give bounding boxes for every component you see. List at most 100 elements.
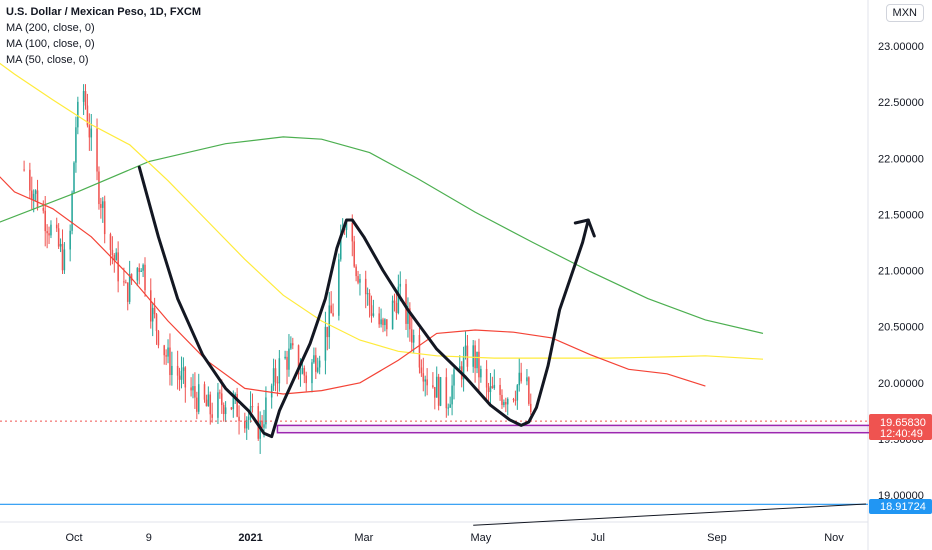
- candle-body: [230, 407, 233, 410]
- candle-body: [288, 348, 290, 370]
- candle-body: [50, 224, 52, 236]
- candle-body: [506, 399, 509, 405]
- candle-body: [292, 343, 294, 346]
- candle-body: [205, 399, 208, 407]
- time-scale[interactable]: Oct 9 2021 Mar May Jul Sep Nov: [65, 532, 844, 544]
- candle-body: [217, 392, 219, 418]
- candle-body: [123, 281, 125, 283]
- trend-line-drawing[interactable]: [473, 503, 867, 526]
- candle-body: [370, 305, 373, 316]
- support-box-drawing[interactable]: [276, 424, 895, 434]
- candle-body: [46, 231, 48, 234]
- candle-body: [462, 355, 465, 380]
- candle-body: [98, 171, 100, 205]
- candle-body: [192, 386, 194, 391]
- price-tick-label: 20.00000: [878, 378, 924, 390]
- candle-body: [75, 127, 77, 163]
- candle-body: [290, 343, 292, 349]
- candle-body: [265, 397, 267, 425]
- time-tick-label: Sep: [707, 532, 727, 544]
- candle-body: [445, 377, 448, 409]
- candle-body: [332, 313, 334, 316]
- candle-body: [270, 385, 273, 398]
- candle-body: [472, 345, 474, 367]
- candle-body: [299, 373, 302, 375]
- indicator-ma200[interactable]: MA (200, close, 0): [6, 22, 95, 34]
- candle-body: [32, 193, 35, 200]
- candle-body: [395, 302, 398, 314]
- candle-body: [197, 384, 200, 412]
- candle-body: [103, 201, 106, 235]
- candle-body: [153, 307, 156, 315]
- arrowhead-drawing[interactable]: [573, 218, 596, 238]
- candle-body: [501, 394, 503, 406]
- indicator-ma50[interactable]: MA (50, close, 0): [6, 54, 89, 66]
- candle-body: [412, 335, 415, 343]
- price-tick-label: 21.50000: [878, 209, 924, 221]
- candle-body: [458, 366, 461, 370]
- candle-body: [71, 192, 73, 231]
- candle-body: [182, 367, 185, 371]
- candle-body: [155, 314, 158, 332]
- candle-body: [34, 190, 37, 194]
- candle-body: [420, 367, 423, 374]
- candle-body: [449, 404, 451, 408]
- candle-body: [364, 278, 367, 295]
- candle-body: [434, 387, 436, 398]
- candle-body: [167, 347, 169, 357]
- candle-body: [453, 369, 455, 386]
- candle-body: [224, 407, 227, 415]
- candle-body: [109, 234, 112, 250]
- candle-body: [386, 319, 388, 330]
- candle-body: [136, 268, 139, 281]
- candle-body: [399, 283, 402, 287]
- candle-body: [251, 406, 254, 408]
- candle-body: [151, 307, 154, 322]
- candle-body: [29, 169, 31, 191]
- candle-body: [380, 319, 382, 325]
- candle-body: [36, 190, 39, 209]
- ma50-line: [0, 176, 706, 395]
- candle-body: [247, 416, 250, 420]
- candle-body: [499, 384, 501, 395]
- candle-body: [111, 249, 114, 256]
- candle-body: [391, 300, 394, 330]
- candle-body: [274, 368, 277, 383]
- candle-body: [90, 128, 93, 138]
- candle-body: [447, 407, 450, 409]
- last-price-value: 19.65830: [880, 417, 926, 429]
- candle-body: [180, 370, 183, 380]
- candle-body: [424, 379, 426, 382]
- candle-body: [144, 264, 146, 291]
- price-tick-label: 23.00000: [878, 41, 924, 53]
- candle-body: [261, 420, 263, 428]
- candle-body: [238, 416, 240, 422]
- candle-body: [221, 393, 223, 405]
- candle-body: [405, 283, 407, 324]
- candle-body: [209, 394, 212, 415]
- candle-body: [478, 351, 480, 378]
- candle-body: [126, 282, 129, 302]
- candle-body: [48, 233, 50, 236]
- candle-body: [276, 382, 279, 384]
- candle-body: [351, 222, 354, 242]
- candle-body: [219, 392, 221, 394]
- candle-body: [82, 91, 85, 102]
- candle-body: [393, 300, 396, 303]
- candle-body: [476, 351, 478, 369]
- bar-countdown: 12:40:49: [880, 428, 923, 440]
- candle-body: [485, 368, 488, 388]
- brush-pattern-drawing[interactable]: [137, 165, 590, 439]
- candle-body: [125, 282, 127, 284]
- candle-body: [169, 347, 171, 376]
- time-tick-label: 9: [146, 532, 152, 544]
- candle-body: [466, 345, 469, 367]
- time-tick-label: 2021: [238, 532, 262, 544]
- candle-body: [178, 375, 181, 380]
- symbol-title[interactable]: U.S. Dollar / Mexican Peso, 1D, FXCM: [6, 6, 201, 18]
- candle-body: [491, 386, 494, 389]
- candle-body: [196, 397, 198, 412]
- indicator-ma100[interactable]: MA (100, close, 0): [6, 38, 95, 50]
- currency-button[interactable]: MXN: [885, 4, 924, 22]
